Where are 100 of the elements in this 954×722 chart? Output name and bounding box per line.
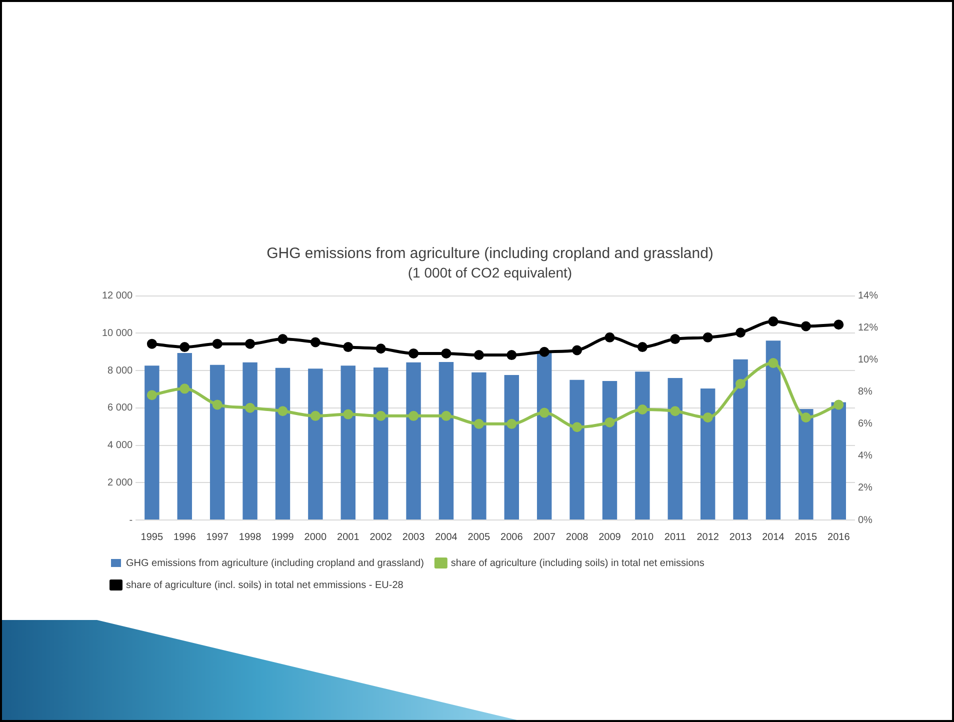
point [670,334,680,344]
x-tick-label: 2011 [664,532,686,543]
point [408,348,419,358]
point [604,332,615,342]
y-tick-label: 4 000 [108,440,134,452]
bar [536,352,552,520]
bar [733,359,748,520]
x-tick-label: 1996 [174,532,196,543]
point [441,348,452,358]
y-tick-label: 8 000 [108,365,134,376]
point [376,410,386,421]
bar [504,375,519,520]
x-tick-label: 1998 [238,532,262,543]
x-tick-label: 1995 [140,532,164,543]
point [408,410,419,421]
chart-title: GHG emissions from agriculture (including cropland and grassland) [266,245,714,262]
point [768,316,778,326]
y2-tick-label: 2% [858,482,873,494]
bar [144,366,160,520]
y-tick-label: 2 000 [108,477,134,488]
bar [602,380,618,520]
point [702,412,713,423]
x-tick-label: 2000 [304,532,327,543]
x-tick-label: 2015 [794,532,818,543]
bar [340,366,356,520]
y2-tick-label: 8% [858,386,873,398]
y2-tick-label: 0% [858,514,873,526]
bar [438,362,454,520]
x-tick-label: 1999 [272,532,294,543]
bar [308,368,323,520]
bar [373,368,388,520]
legend-label: share of agriculture (including soils) in total net emissions [450,558,704,569]
y2-tick-label: 14% [858,290,878,302]
point [146,390,157,400]
x-tick-label: 2012 [696,532,720,543]
bar [700,388,716,520]
point [506,418,517,429]
point [702,332,713,342]
point [572,345,582,356]
point [539,346,550,357]
x-tick-label: 2006 [500,532,524,543]
point [146,338,157,349]
point [278,406,288,416]
y-tick-label: 12 000 [102,290,134,302]
bar [798,409,814,520]
point [376,344,386,354]
y-tick-label: 10 000 [102,328,134,339]
bar [275,368,290,520]
point [343,342,354,352]
y2-tick-label: 6% [858,418,873,430]
x-tick-label: 2003 [402,532,426,543]
bar [242,362,258,520]
point [278,334,288,344]
point [637,342,648,352]
point [539,408,550,418]
point [441,410,452,421]
x-tick-label: 2004 [435,532,458,543]
x-tick-label: 2016 [828,532,850,543]
legend-label: GHG emissions from agriculture (including cropland and grassland) [126,558,424,569]
point [310,410,320,421]
bar [472,372,486,520]
bar [406,362,421,520]
x-tick-label: 2007 [533,532,556,543]
point [834,400,844,410]
point [212,400,222,410]
bar [831,402,846,520]
point [800,321,811,332]
point [637,404,648,414]
bar [177,352,192,520]
x-tick-label: 2013 [729,532,752,543]
bar [570,380,584,520]
point [474,418,484,429]
point [800,412,811,423]
point [310,337,320,348]
x-tick-label: 2010 [631,532,654,543]
point [572,422,582,432]
chart-subtitle: (1 000t of CO2 equivalent) [408,264,572,280]
point [343,409,354,420]
x-tick-label: 2014 [762,532,785,543]
point [736,328,746,338]
x-tick-label: 2009 [598,532,622,543]
point [212,338,222,349]
x-tick-label: 2002 [370,532,392,543]
y2-tick-label: 10% [858,354,878,366]
point [506,350,517,360]
point [245,338,256,349]
bar [668,378,682,520]
y-tick-label: 6 000 [108,402,134,414]
legend-label: share of agriculture (incl. soils) in total net emmissions - EU-28 [126,580,404,591]
x-tick-label: 2005 [468,532,490,543]
x-tick-label: 2008 [566,532,589,543]
bar [635,372,650,520]
y2-tick-label: 12% [858,322,878,334]
point [474,350,484,360]
point [736,378,746,389]
y-tick-label: - [129,514,133,526]
y2-tick-label: 4% [858,450,873,462]
point [180,342,190,352]
point [180,384,190,394]
x-tick-label: 2001 [337,532,360,543]
